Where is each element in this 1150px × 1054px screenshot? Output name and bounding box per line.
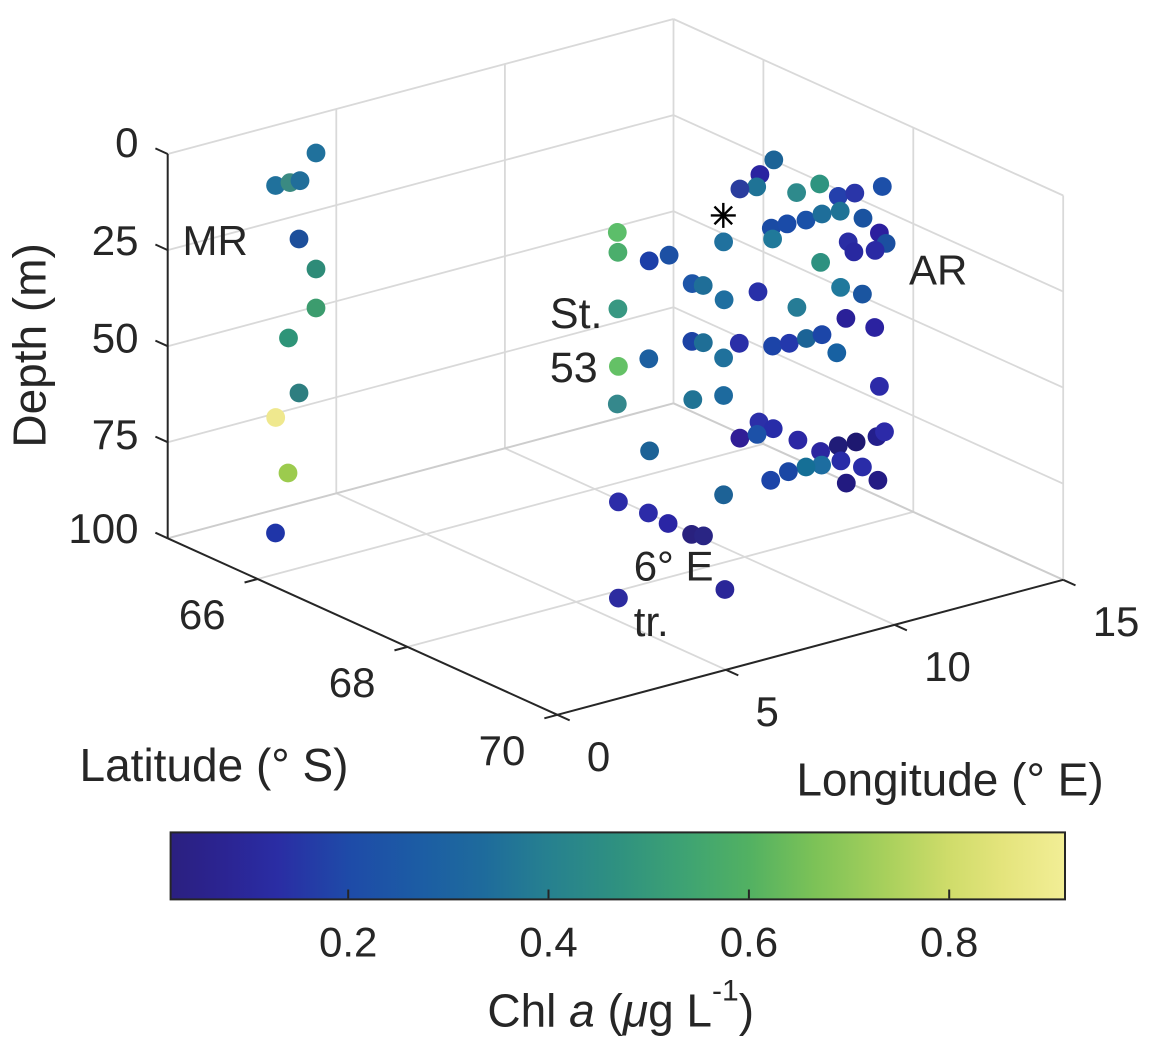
svg-text:10: 10 [924,643,971,690]
svg-text:15: 15 [1093,598,1140,645]
svg-text:50: 50 [92,314,139,361]
svg-text:70: 70 [479,727,526,774]
svg-text:66: 66 [179,591,226,638]
svg-text:MR: MR [183,217,248,264]
svg-text:Longitude (° E): Longitude (° E) [796,753,1103,805]
svg-text:St.: St. [550,290,603,338]
svg-text:0: 0 [587,733,610,780]
svg-text:53: 53 [550,344,598,392]
svg-text:AR: AR [909,247,967,294]
svg-text:100: 100 [68,505,138,552]
svg-text:25: 25 [92,217,139,264]
svg-text:6° E: 6° E [634,543,714,590]
svg-text:0.4: 0.4 [519,919,577,966]
svg-text:0.6: 0.6 [720,919,778,966]
svg-text:68: 68 [329,659,376,706]
svg-text:5: 5 [756,688,779,735]
svg-text:0: 0 [115,119,138,166]
svg-text:Chl a (μg L-1): Chl a (μg L-1) [487,975,754,1037]
svg-text:Latitude (° S): Latitude (° S) [80,739,349,791]
svg-text:0.2: 0.2 [319,919,377,966]
svg-text:tr.: tr. [634,598,669,645]
svg-text:75: 75 [92,411,139,458]
svg-text:0.8: 0.8 [920,919,978,966]
svg-text:Depth (m): Depth (m) [4,243,56,447]
